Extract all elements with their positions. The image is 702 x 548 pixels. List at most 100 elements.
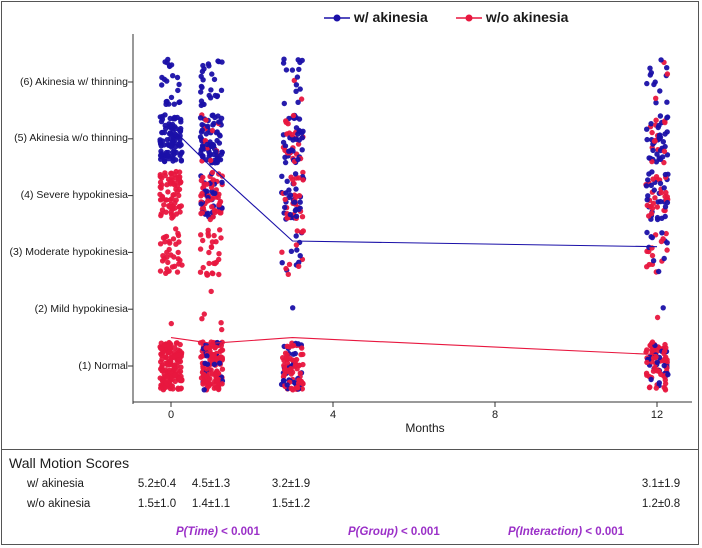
data-point-wo-akinesia-m1-c5-71 <box>208 157 214 164</box>
data-point-wo-akinesia-m0-c1-128 <box>171 365 177 371</box>
data-point-w-akinesia-m0-c6-5 <box>164 78 170 84</box>
data-point-wo-akinesia-m12-c1-84 <box>653 385 659 391</box>
data-point-w-akinesia-m0-c5-93 <box>178 125 184 132</box>
data-point-w-akinesia-m1-c5-57 <box>197 115 204 121</box>
data-point-w-akinesia-m3-c4-33 <box>292 171 299 177</box>
data-point-w-akinesia-m12-c6-5 <box>647 65 653 71</box>
data-point-w-akinesia-m12-c5-45 <box>656 132 662 139</box>
data-point-w-akinesia-m12-c4-4 <box>643 183 650 189</box>
data-point-w-akinesia-m0-c5-90 <box>167 122 174 129</box>
data-point-wo-akinesia-m0-c1-145 <box>158 346 165 352</box>
data-point-w-akinesia-m12-c4-37 <box>648 182 654 189</box>
data-point-w-akinesia-m3-c5-13 <box>282 159 289 166</box>
data-point-w-akinesia-m1-c5-81 <box>217 119 223 125</box>
data-point-wo-akinesia-m1-c1-55 <box>219 366 226 372</box>
data-point-wo-akinesia-m0-c4-60 <box>168 170 175 176</box>
table-cell-w-1: 4.5±1.3 <box>191 478 231 490</box>
data-point-w-akinesia-m0-c5-79 <box>158 156 164 162</box>
data-point-wo-akinesia-m3-c4-21 <box>284 215 290 221</box>
y-tick-label-5: (5) Akinesia w/o thinning <box>14 132 128 144</box>
data-point-wo-akinesia-m3-c1-78 <box>293 361 299 367</box>
data-point-w-akinesia-m3-c3-5 <box>294 247 300 253</box>
data-point-wo-akinesia-m3-c5-35 <box>285 121 291 127</box>
table-title: Wall Motion Scores <box>9 455 130 471</box>
data-point-w-akinesia-m3-c5-53 <box>296 127 302 134</box>
data-point-wo-akinesia-m1-c1-130 <box>210 352 216 358</box>
data-point-wo-akinesia-m3-c4-35 <box>288 174 294 180</box>
data-point-w-akinesia-m1-c1-150 <box>211 361 218 367</box>
data-point-wo-akinesia-m1-c4-51 <box>208 184 215 191</box>
data-point-w-akinesia-m0-c5-91 <box>162 122 168 129</box>
data-point-w-akinesia-m3-c1-72 <box>284 382 290 388</box>
data-point-wo-akinesia-m3-c4-43 <box>291 180 297 187</box>
table-row-label-w-akinesia: w/ akinesia <box>27 478 84 490</box>
data-point-w-akinesia-m1-c1-148 <box>217 360 223 366</box>
chart-plot <box>128 34 692 407</box>
data-point-wo-akinesia-m3-c4-50 <box>282 196 288 203</box>
data-point-w-akinesia-m1-c4-77 <box>198 201 204 207</box>
data-point-w-akinesia-m12-c3-6 <box>650 258 657 264</box>
data-point-w-akinesia-m12-c1-83 <box>665 371 671 378</box>
data-point-w-akinesia-m1-c4-58 <box>219 179 225 185</box>
data-point-wo-akinesia-m3-c4-41 <box>291 192 298 198</box>
data-point-w-akinesia-m12-c2-1 <box>660 305 666 311</box>
data-point-wo-akinesia-m0-c4-19 <box>176 203 182 210</box>
data-point-wo-akinesia-m1-c4-59 <box>210 177 217 183</box>
data-point-wo-akinesia-m12-c5-41 <box>651 138 658 144</box>
data-point-wo-akinesia-m3-c4-34 <box>296 175 302 181</box>
legend-label-w-akinesia: w/ akinesia <box>353 9 428 25</box>
data-point-wo-akinesia-m3-c1-99 <box>299 345 305 351</box>
data-point-wo-akinesia-m0-c1-111 <box>172 378 178 385</box>
data-point-wo-akinesia-m12-c1-87 <box>658 371 664 378</box>
x-tick-label-4: 4 <box>329 409 337 421</box>
data-point-w-akinesia-m3-c5-7 <box>299 147 305 153</box>
data-point-wo-akinesia-m0-c4-69 <box>172 180 178 187</box>
data-point-wo-akinesia-m0-c3-28 <box>166 238 172 245</box>
data-point-wo-akinesia-m1-c1-154 <box>212 344 218 350</box>
data-point-w-akinesia-m0-c6-11 <box>159 82 165 88</box>
data-point-wo-akinesia-m3-c1-98 <box>295 385 301 391</box>
data-point-w-akinesia-m1-c5-80 <box>214 129 220 135</box>
data-point-w-akinesia-m3-c4-51 <box>296 206 302 212</box>
data-point-wo-akinesia-m1-c3-27 <box>209 239 216 245</box>
data-point-w-akinesia-m0-c6-3 <box>171 101 177 107</box>
data-point-w-akinesia-m0-c5-87 <box>169 153 175 159</box>
data-point-w-akinesia-m0-c5-94 <box>178 157 184 163</box>
data-point-wo-akinesia-m0-c4-68 <box>176 192 182 199</box>
data-point-w-akinesia-m12-c4-31 <box>657 198 664 205</box>
data-point-w-akinesia-m1-c5-85 <box>214 137 220 144</box>
data-point-w-akinesia-m12-c4-41 <box>661 185 667 191</box>
data-point-wo-akinesia-m1-c5-77 <box>209 127 216 134</box>
p-value-time: P(Time) < 0.001 <box>176 526 260 538</box>
data-point-w-akinesia-m12-c5-35 <box>664 129 670 135</box>
legend-marker-blue <box>324 14 350 22</box>
data-point-wo-akinesia-m12-c1-58 <box>647 384 653 390</box>
data-point-wo-akinesia-m1-c1-83 <box>215 377 221 383</box>
data-point-wo-akinesia-m12-c1-61 <box>662 387 669 393</box>
data-point-w-akinesia-m12-c4-24 <box>662 213 668 220</box>
data-point-wo-akinesia-m1-c3-22 <box>200 264 206 271</box>
data-point-wo-akinesia-m3-c3-16 <box>285 271 291 277</box>
data-point-wo-akinesia-m0-c1-149 <box>162 385 168 391</box>
data-point-wo-akinesia-m0-c4-38 <box>163 197 170 203</box>
data-point-wo-akinesia-m0-c1-121 <box>161 342 167 348</box>
data-point-wo-akinesia-m1-c3-5 <box>197 246 204 252</box>
data-point-w-akinesia-m0-c5-80 <box>166 131 173 137</box>
data-point-wo-akinesia-m0-c1-156 <box>164 374 170 381</box>
data-point-w-akinesia-m0-c6-18 <box>168 62 175 68</box>
data-point-wo-akinesia-m12-c4-45 <box>650 200 657 207</box>
data-point-wo-akinesia-m1-c3-19 <box>208 244 215 250</box>
data-point-w-akinesia-m12-c6-10 <box>648 70 654 76</box>
table-cell-w-12: 3.1±1.9 <box>641 478 681 490</box>
data-point-w-akinesia-m3-c6-10 <box>289 67 296 73</box>
data-point-w-akinesia-m0-c5-92 <box>165 141 171 148</box>
data-point-wo-akinesia-m3-c1-103 <box>293 356 300 363</box>
data-point-wo-akinesia-m0-c3-15 <box>170 236 177 242</box>
data-point-wo-akinesia-m0-c3-31 <box>159 258 166 264</box>
data-point-w-akinesia-m3-c6-2 <box>293 82 300 88</box>
data-point-w-akinesia-m3-c6-3 <box>294 74 301 80</box>
data-point-wo-akinesia-m12-c4-22 <box>649 205 656 211</box>
data-point-w-akinesia-m12-c5-23 <box>657 113 664 119</box>
data-point-w-akinesia-m1-c6-24 <box>219 59 225 65</box>
data-point-wo-akinesia-m3-c4-8 <box>300 169 306 176</box>
